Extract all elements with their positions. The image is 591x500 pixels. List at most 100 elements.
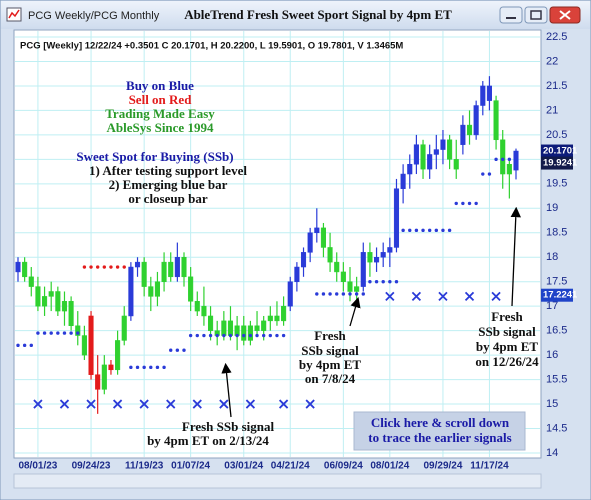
annotation: Fresh SSb signal xyxy=(182,419,275,434)
arrow xyxy=(221,362,232,418)
y-tick-label: 14 xyxy=(546,447,558,459)
candle-body xyxy=(88,315,94,375)
annotation: 1) After testing support level xyxy=(89,163,247,178)
y-tick-label: 15.5 xyxy=(546,373,567,385)
plot-area xyxy=(13,29,542,459)
stop-dot xyxy=(374,280,379,284)
annotation: by 4pm ET xyxy=(299,357,361,372)
stop-dot xyxy=(427,228,432,233)
stop-dot xyxy=(474,201,478,206)
signal-x xyxy=(385,291,395,302)
stop-dot xyxy=(135,365,140,370)
price-label-box xyxy=(541,288,573,302)
annotation: by 4pm ET xyxy=(476,339,538,354)
candle-body xyxy=(101,364,107,390)
stop-dot xyxy=(467,201,472,206)
stop-dot xyxy=(149,365,153,370)
stop-dot xyxy=(461,201,465,206)
tab-title[interactable]: PCG Weekly/PCG Monthly xyxy=(28,10,160,22)
stop-dot xyxy=(235,333,239,338)
scrollbar[interactable] xyxy=(13,473,542,489)
chart-title: AbleTrend Fresh Sweet Sport Signal by 4p… xyxy=(184,7,452,22)
candle-body xyxy=(294,266,300,282)
candle-body xyxy=(400,173,406,189)
button-text[interactable]: Click here & scroll down xyxy=(371,415,510,430)
candle-body xyxy=(354,286,360,292)
stop-dot xyxy=(155,365,160,370)
y-tick-label: 16.5 xyxy=(546,325,567,337)
annotation: Sweet Spot for Buying (SSb) xyxy=(76,149,233,164)
stop-dot xyxy=(275,333,279,338)
stop-dot xyxy=(228,333,233,338)
candle-body xyxy=(261,320,267,331)
stop-dot xyxy=(188,333,193,338)
stop-dot xyxy=(215,333,219,338)
signal-x xyxy=(33,399,43,409)
candle-body xyxy=(413,144,419,165)
stop-dot xyxy=(268,333,273,338)
arrow xyxy=(510,206,521,307)
stop-dot xyxy=(22,343,27,348)
candle-body xyxy=(407,163,413,175)
candle-body xyxy=(35,286,41,307)
candle-body xyxy=(108,364,114,371)
button-text[interactable]: to trace the earlier signals xyxy=(368,430,511,445)
window-buttons[interactable] xyxy=(499,6,581,24)
scroll-hint-button[interactable]: Click here & scroll down to trace the ea… xyxy=(353,411,526,451)
stop-dot xyxy=(441,228,445,233)
stop-dot xyxy=(348,292,352,296)
candle-body xyxy=(380,252,386,258)
candle-body xyxy=(320,227,326,248)
candle-body xyxy=(480,85,486,106)
stop-dot xyxy=(507,157,512,162)
candle-body xyxy=(81,335,87,356)
stop-dot xyxy=(481,172,485,176)
annotation: Fresh xyxy=(314,328,346,343)
candle-body xyxy=(506,163,512,175)
stop-dot xyxy=(454,201,458,206)
legend-line: Trading Made Easy xyxy=(105,106,215,121)
candle-body xyxy=(208,315,214,331)
candle-body xyxy=(393,188,400,248)
stop-dot xyxy=(42,331,47,335)
signal-x xyxy=(305,399,315,409)
candle-body xyxy=(247,325,253,341)
annotation: SSb signal xyxy=(301,343,359,358)
stop-dot xyxy=(447,228,452,233)
stop-dot xyxy=(434,228,439,233)
stop-dot xyxy=(202,333,206,338)
stop-dot xyxy=(248,333,253,338)
candle-body xyxy=(227,320,234,336)
y-tick-label: 14.5 xyxy=(546,422,567,434)
candle-body xyxy=(440,139,446,150)
y-tick-label: 17 xyxy=(546,300,558,312)
candle-body xyxy=(115,340,121,371)
stop-dot xyxy=(102,265,107,269)
candle-body xyxy=(68,301,74,327)
stop-dot xyxy=(408,228,412,233)
candle-body xyxy=(42,296,48,307)
stop-dot xyxy=(315,292,319,296)
candle-body xyxy=(274,315,280,322)
legend-line: Sell on Red xyxy=(129,92,193,107)
candle-body xyxy=(314,227,320,234)
x-tick-label: 06/09/24 xyxy=(324,461,363,472)
annotation: SSb signal xyxy=(478,324,536,339)
candle-body xyxy=(154,281,160,297)
title-bar xyxy=(1,1,590,29)
candle-body xyxy=(188,276,194,302)
y-tick-label: 18 xyxy=(546,251,558,263)
candle-body xyxy=(433,149,439,155)
y-tick-label: 19 xyxy=(546,202,558,214)
stop-dot xyxy=(261,333,266,338)
candle-body xyxy=(374,256,380,263)
arrow xyxy=(349,297,361,327)
app-icon xyxy=(6,7,22,22)
stop-dot xyxy=(109,265,113,269)
legend-line: AbleSys Since 1994 xyxy=(107,120,214,135)
candle-body xyxy=(148,286,154,297)
x-tick-label: 04/21/24 xyxy=(271,461,310,472)
signal-x xyxy=(219,399,229,409)
stop-dot xyxy=(115,265,120,269)
